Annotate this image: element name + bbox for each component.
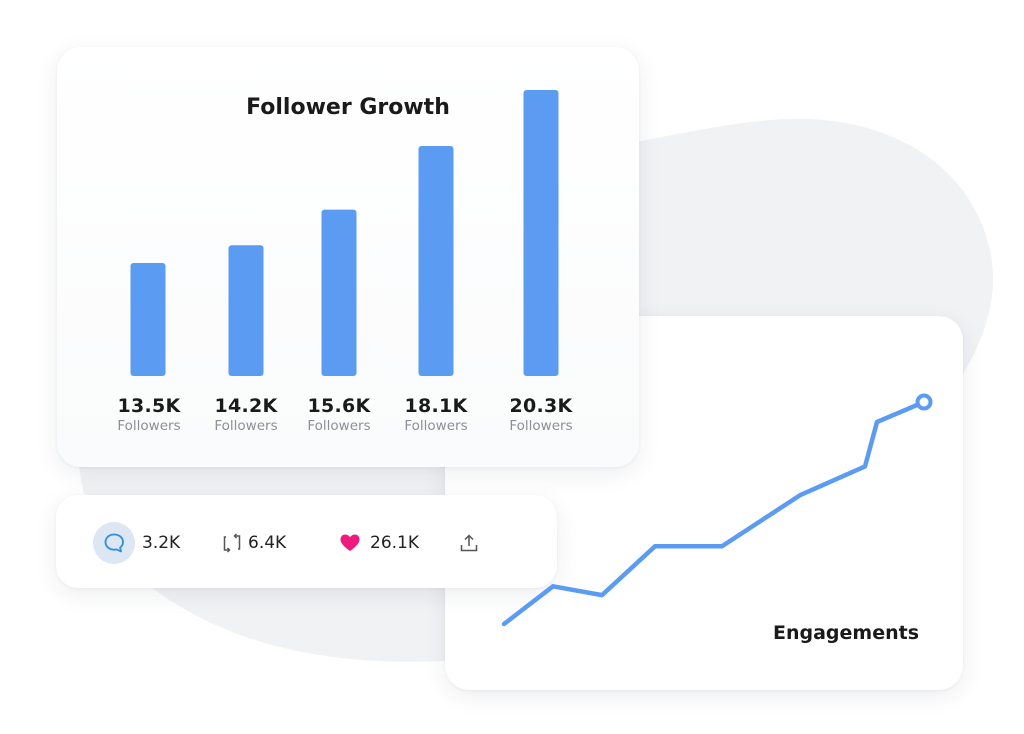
bar-value-label: 14.2K: [214, 395, 278, 417]
bar-sub-label: Followers: [214, 418, 278, 434]
bar-value-label: 15.6K: [307, 395, 371, 417]
retweet-count: 6.4K: [248, 533, 287, 553]
bar-sub-label: Followers: [117, 418, 181, 434]
share-button[interactable]: [458, 531, 480, 555]
like-button[interactable]: [339, 531, 361, 555]
bar-value-label: 20.3K: [509, 395, 573, 417]
retweet-icon: [223, 533, 241, 553]
bar-sub-label: Followers: [307, 418, 371, 434]
comment-button[interactable]: [93, 522, 135, 564]
bar-value-label: 18.1K: [404, 395, 468, 417]
engagement-stats-card: [56, 495, 557, 588]
retweet-button[interactable]: [221, 531, 243, 555]
comment-icon: [104, 533, 124, 553]
follower-growth-title: Follower Growth: [246, 95, 450, 120]
bar-sub-label: Followers: [509, 418, 573, 434]
comment-count: 3.2K: [142, 533, 181, 553]
heart-icon: [340, 534, 360, 551]
engagements-title: Engagements: [773, 622, 920, 644]
bar-value-label: 13.5K: [117, 395, 181, 417]
like-count: 26.1K: [370, 533, 419, 553]
share-icon: [460, 534, 478, 552]
bar-sub-label: Followers: [404, 418, 468, 434]
